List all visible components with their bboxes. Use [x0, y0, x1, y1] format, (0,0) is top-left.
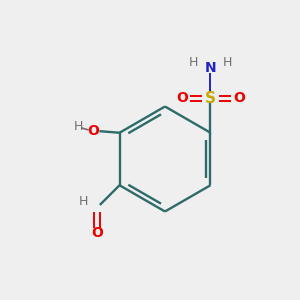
Text: S: S [205, 91, 216, 106]
Text: H: H [74, 120, 83, 133]
Text: H: H [222, 56, 232, 69]
Text: N: N [205, 61, 216, 75]
Text: O: O [91, 226, 103, 240]
Text: O: O [233, 91, 245, 105]
Text: O: O [87, 124, 99, 138]
Text: H: H [188, 56, 198, 69]
Text: H: H [79, 195, 88, 208]
Text: O: O [176, 91, 188, 105]
